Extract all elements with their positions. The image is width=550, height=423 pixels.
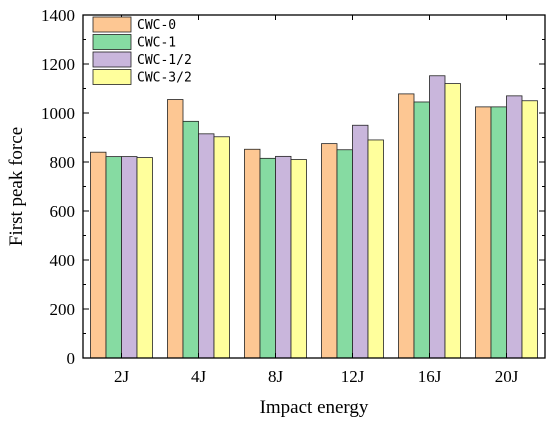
- x-tick-label: 8J: [268, 367, 284, 386]
- x-tick-label: 2J: [114, 367, 130, 386]
- plot-area: [90, 75, 538, 359]
- axes: 2J 4J 8J 12J 16J 20J 0 200 400 600 800 1000 1200 1400: [41, 6, 545, 386]
- bar-cwc-1-2-12j: [352, 124, 369, 359]
- bar-cwc-1-2-16j: [429, 75, 446, 359]
- bar-cwc-1-2-2j: [121, 156, 138, 359]
- bar-cwc-0-8j: [244, 148, 261, 359]
- y-tick-label: 0: [67, 349, 76, 368]
- y-tick-label: 1000: [41, 104, 75, 123]
- bar-cwc-1-8j: [259, 157, 276, 359]
- y-tick-label: 200: [50, 300, 76, 319]
- bar-cwc-1-2-8j: [275, 155, 292, 359]
- bar-cwc-1-2-20j: [506, 95, 523, 359]
- y-tick-label: 1400: [41, 6, 75, 25]
- bar-cwc-1-2-4j: [198, 133, 215, 359]
- x-tick-label: 12J: [341, 367, 365, 386]
- y-axis-title: First peak force: [6, 127, 27, 246]
- legend-label-cwc-3-2: CWC-3/2: [137, 71, 192, 86]
- legend-swatch-cwc-3-2: [92, 69, 132, 85]
- legend-label-cwc-1: CWC-1: [137, 36, 176, 51]
- bar-cwc-1-20j: [490, 106, 507, 359]
- bar-cwc-3-2-2j: [136, 157, 153, 359]
- x-axis-title: Impact energy: [260, 397, 369, 418]
- bar-cwc-1-4j: [182, 120, 199, 359]
- bar-cwc-1-16j: [413, 101, 430, 359]
- legend-swatch-cwc-1: [92, 34, 132, 50]
- legend: CWC-0 CWC-1 CWC-1/2 CWC-3/2: [92, 16, 192, 86]
- legend-label-cwc-1-2: CWC-1/2: [137, 53, 192, 68]
- bar-cwc-0-20j: [475, 106, 492, 359]
- bar-cwc-0-12j: [321, 143, 338, 359]
- x-tick-label: 4J: [191, 367, 207, 386]
- bar-cwc-0-2j: [90, 151, 107, 359]
- bar-cwc-3-2-20j: [521, 100, 538, 359]
- y-tick-label: 400: [50, 251, 76, 270]
- bar-cwc-0-16j: [398, 93, 415, 359]
- y-tick-label: 1200: [41, 55, 75, 74]
- bar-cwc-3-2-12j: [367, 139, 384, 359]
- bar-cwc-3-2-4j: [213, 136, 230, 359]
- legend-label-cwc-0: CWC-0: [137, 18, 176, 33]
- bar-cwc-1-2j: [105, 156, 122, 359]
- bar-cwc-3-2-16j: [444, 83, 461, 359]
- bar-cwc-3-2-8j: [290, 159, 307, 359]
- bar-cwc-1-12j: [336, 149, 353, 359]
- x-tick-label: 16J: [418, 367, 442, 386]
- legend-swatch-cwc-1-2: [92, 51, 132, 68]
- x-tick-label: 20J: [495, 367, 519, 386]
- y-tick-label: 800: [50, 153, 76, 172]
- bar-cwc-0-4j: [167, 99, 184, 359]
- legend-swatch-cwc-0: [92, 16, 132, 33]
- y-tick-label: 600: [50, 202, 76, 221]
